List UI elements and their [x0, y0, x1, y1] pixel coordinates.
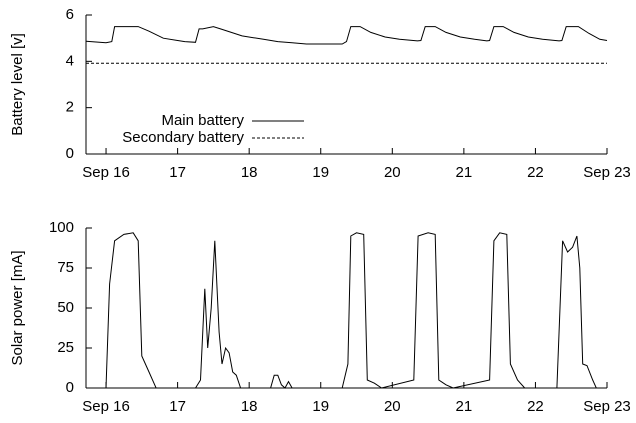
y-tick-label: 4: [66, 52, 74, 69]
x-tick-label: Sep 16: [82, 398, 130, 415]
x-tick-label: 17: [169, 164, 186, 181]
y-tick-label: 25: [57, 339, 74, 356]
x-tick-label: 22: [527, 164, 544, 181]
x-tick-label: Sep 23: [583, 398, 631, 415]
x-tick-label: 22: [527, 398, 544, 415]
line: [86, 232, 607, 389]
y-tick-label: 75: [57, 259, 74, 276]
x-tick-label: 18: [241, 164, 258, 181]
y-axis-label: Solar power [mA]: [9, 250, 26, 365]
y-axis-label: Battery level [v]: [9, 33, 26, 136]
x-tick-label: 20: [384, 398, 401, 415]
x-tick-label: 21: [456, 164, 473, 181]
line: [85, 26, 608, 45]
legend-label: Main battery: [161, 112, 244, 129]
x-tick-label: 21: [456, 398, 473, 415]
legend-label: Secondary battery: [122, 129, 244, 146]
x-tick-label: 19: [312, 164, 329, 181]
x-tick-label: Sep 23: [583, 164, 631, 181]
x-tick-label: Sep 16: [82, 164, 130, 181]
y-tick-label: 6: [66, 6, 74, 23]
y-tick-label: 0: [66, 145, 74, 162]
x-tick-label: 17: [169, 398, 186, 415]
y-tick-label: 50: [57, 299, 74, 316]
x-tick-label: 18: [241, 398, 258, 415]
x-tick-label: 19: [312, 398, 329, 415]
y-tick-label: 0: [66, 379, 74, 396]
y-tick-label: 2: [66, 99, 74, 116]
x-tick-label: 20: [384, 164, 401, 181]
y-tick-label: 100: [49, 219, 74, 236]
